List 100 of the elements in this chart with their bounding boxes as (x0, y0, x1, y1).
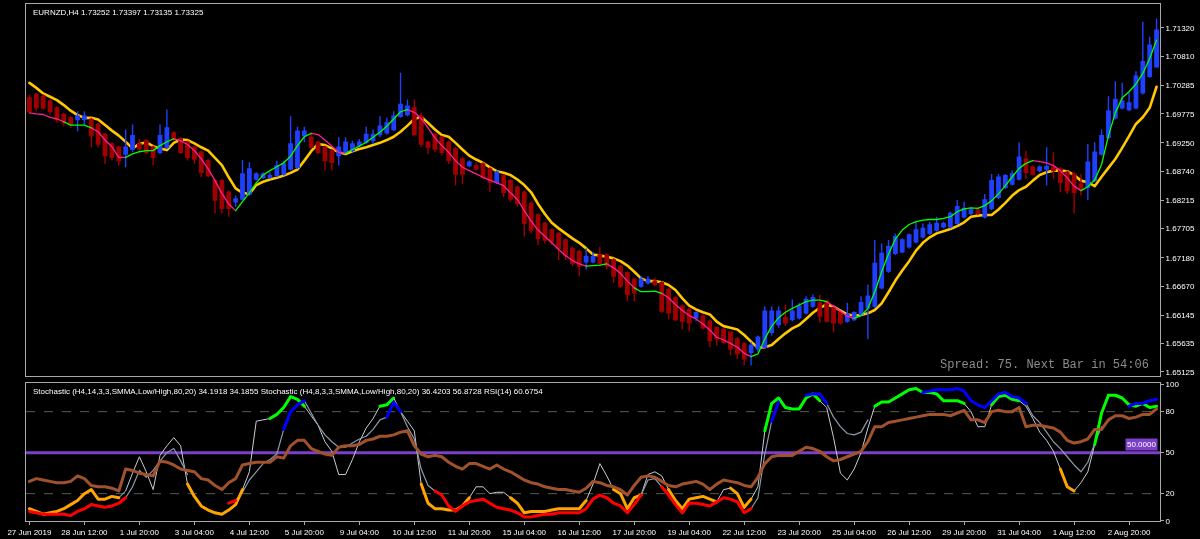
candlestick (1154, 17, 1159, 69)
candlestick (75, 110, 80, 132)
candlestick (666, 287, 671, 321)
x-tick-label: 10 Jul 12:00 (392, 527, 437, 537)
candlestick (879, 242, 885, 291)
candlestick (996, 173, 1001, 200)
candlestick (1071, 171, 1077, 215)
candlestick (446, 139, 452, 165)
candlestick (281, 159, 287, 177)
candlestick (27, 93, 32, 114)
candlestick (831, 305, 836, 333)
candlestick (824, 298, 830, 324)
candlestick (796, 302, 802, 321)
candlestick (714, 325, 720, 347)
x-tick-label: 11 Jul 20:00 (447, 527, 492, 537)
candlestick (219, 178, 225, 215)
x-tick-label: 27 Jun 2019 (7, 527, 53, 537)
candlestick (686, 307, 692, 332)
candlestick (728, 330, 733, 357)
x-tick-label: 1 Jul 20:00 (119, 527, 160, 537)
candlestick (844, 302, 850, 324)
candlestick (453, 146, 458, 187)
x-tick-label: 17 Jul 20:00 (612, 527, 657, 537)
candlestick (343, 136, 348, 155)
x-tick-label: 28 Jun 12:00 (61, 527, 109, 537)
candlestick (295, 126, 300, 170)
candlestick (336, 136, 342, 167)
candlestick (425, 139, 431, 155)
candlestick (1016, 141, 1022, 182)
candlestick (583, 247, 589, 271)
candlestick (123, 128, 129, 168)
candlestick (418, 112, 424, 148)
y-tick-label: 1.66145 (1165, 311, 1196, 321)
candlestick (934, 216, 940, 233)
candlestick (1051, 151, 1056, 180)
candlestick (789, 298, 795, 322)
candlestick (322, 144, 328, 172)
x-tick-label: 31 Jul 04:00 (997, 527, 1042, 537)
candlestick (150, 144, 156, 167)
candlestick (253, 171, 259, 182)
candlestick (460, 156, 465, 185)
x-tick-label: 2 Aug 20:00 (1107, 527, 1151, 537)
y-tick-label: 1.65125 (1165, 367, 1196, 377)
candlestick (494, 169, 500, 185)
candlestick (301, 126, 307, 143)
candlestick (1092, 141, 1098, 183)
y-tick-label: 1.70285 (1165, 81, 1196, 91)
candlestick (563, 237, 568, 261)
candlestick (528, 201, 534, 235)
candlestick (748, 341, 754, 367)
y-tick-label: 1.69250 (1165, 138, 1196, 148)
candlestick (164, 108, 170, 150)
candlestick (33, 92, 39, 112)
candlestick (137, 138, 142, 153)
x-tick-label: 23 Jul 20:00 (777, 527, 822, 537)
candlestick (267, 171, 273, 180)
candlestick (590, 251, 596, 265)
candlestick (501, 173, 507, 198)
candlestick (508, 178, 513, 203)
candlestick (274, 159, 280, 178)
candlestick (1119, 82, 1125, 111)
candlestick (288, 115, 293, 172)
candlestick (954, 199, 960, 226)
candlestick (398, 72, 403, 119)
candlestick (1106, 95, 1111, 140)
candlestick (865, 283, 871, 340)
candlestick (487, 166, 493, 193)
y-tick-label: 1.67180 (1165, 253, 1196, 263)
candlestick (130, 123, 135, 153)
candlestick (783, 303, 788, 327)
x-tick-label: 25 Jul 04:00 (832, 527, 877, 537)
candlestick (411, 98, 417, 137)
text: Stochastic (H4,14,3,3,SMMA,Low/High,80,20) 34.1918 34.1855 Stochastic (H4,8,3,3,SMMA,Low/High,80,20) 36.4203 56.8728 RSI(14) 60.6754 (33, 387, 544, 396)
candlestick (212, 178, 218, 215)
y-tick-label: 1.68215 (1165, 196, 1196, 206)
candlestick (920, 222, 926, 240)
candlestick (308, 132, 314, 150)
x-tick-label: 29 Jul 20:00 (942, 527, 987, 537)
candlestick (246, 161, 252, 197)
candlestick (762, 305, 768, 348)
x-tick-label: 1 Aug 12:00 (1052, 527, 1096, 537)
candlestick (1140, 21, 1146, 96)
x-tick-label: 22 Jul 12:00 (722, 527, 767, 537)
y-tick-label: 1.70810 (1165, 52, 1196, 62)
candlestick (363, 126, 369, 145)
y-tick-label: 1.66670 (1165, 281, 1196, 291)
candlestick (1044, 146, 1049, 187)
candlestick (157, 123, 163, 155)
y-tick-label: 1.71320 (1165, 23, 1196, 33)
candlestick (329, 148, 335, 172)
y-tick-label: 1.65635 (1165, 339, 1196, 349)
candlestick (906, 232, 912, 250)
candlestick (1064, 169, 1070, 195)
line-series (28, 81, 1158, 350)
y-tick-label: 100 (1165, 380, 1180, 390)
ref-line-label: 50.0000 (1127, 440, 1157, 449)
candlestick (927, 221, 933, 236)
y-tick-label: 50 (1165, 448, 1176, 458)
line-series (27, 406, 1159, 497)
candlestick (570, 246, 575, 267)
